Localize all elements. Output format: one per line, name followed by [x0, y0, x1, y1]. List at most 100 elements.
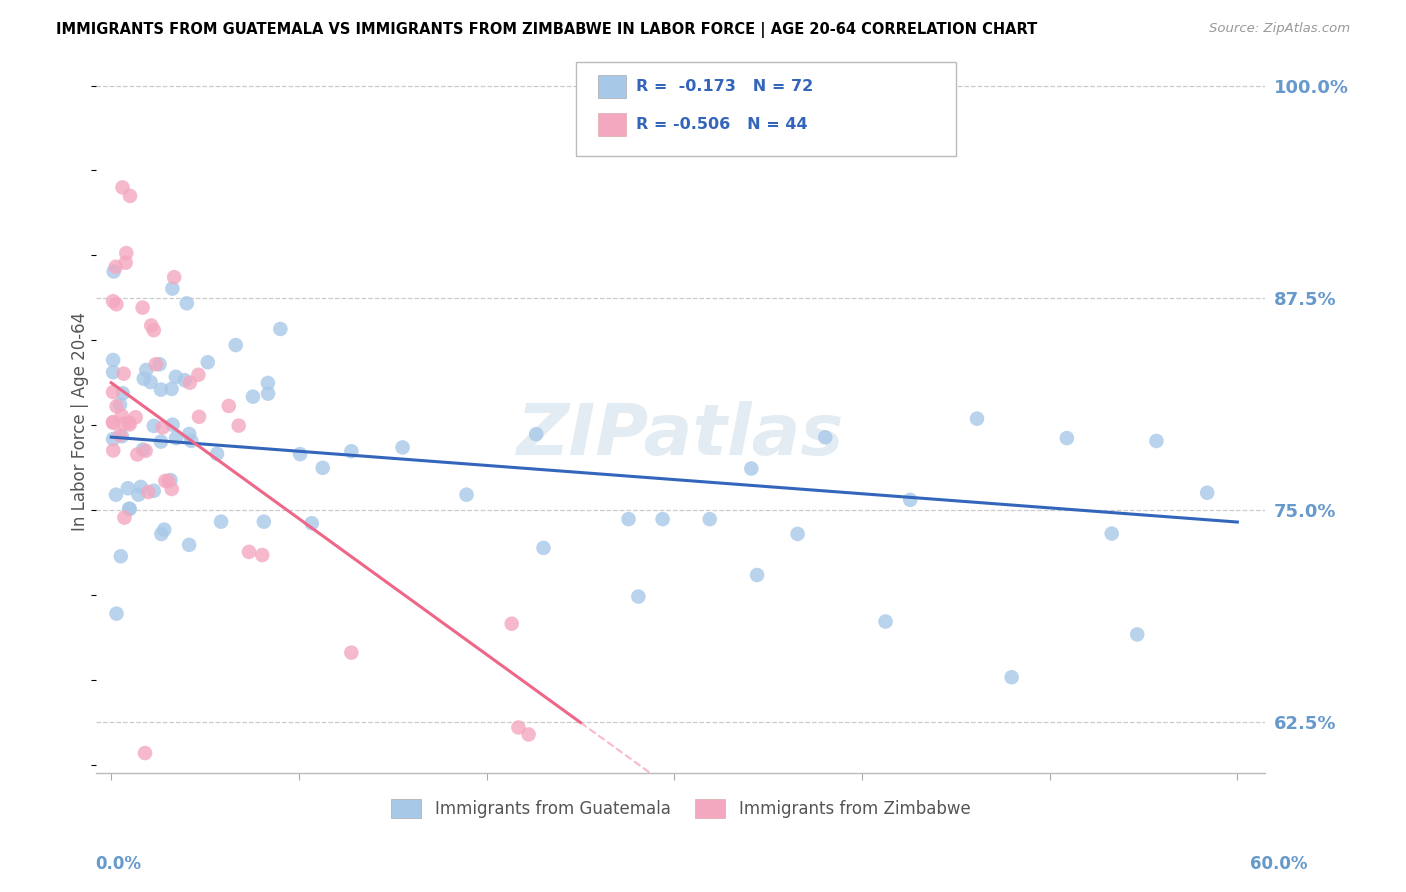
Point: [118, 416, 141, 430]
Point: [160, 482, 183, 496]
Point: [188, 409, 211, 424]
Point: [269, 322, 291, 336]
Point: [149, 383, 172, 397]
Point: [142, 419, 165, 434]
Point: [108, 398, 131, 412]
Point: [159, 473, 181, 487]
Point: [105, 607, 128, 621]
Point: [508, 721, 530, 735]
Point: [101, 416, 124, 430]
Point: [627, 590, 650, 604]
Point: [142, 323, 165, 337]
Text: R = -0.506   N = 44: R = -0.506 N = 44: [636, 118, 807, 132]
Point: [149, 434, 172, 449]
Point: [456, 488, 478, 502]
Point: [142, 483, 165, 498]
Point: [165, 369, 187, 384]
Point: [786, 527, 808, 541]
Point: [253, 515, 276, 529]
Point: [105, 297, 128, 311]
Point: [162, 417, 184, 432]
Point: [118, 189, 141, 203]
Point: [141, 318, 163, 333]
Point: [153, 523, 176, 537]
Point: [740, 461, 762, 475]
Point: [651, 512, 673, 526]
Point: [173, 373, 195, 387]
Point: [209, 515, 232, 529]
Point: [127, 488, 149, 502]
Point: [228, 418, 250, 433]
Point: [148, 357, 170, 371]
Text: IMMIGRANTS FROM GUATEMALA VS IMMIGRANTS FROM ZIMBABWE IN LABOR FORCE | AGE 20-64: IMMIGRANTS FROM GUATEMALA VS IMMIGRANTS …: [56, 22, 1038, 38]
Point: [391, 441, 413, 455]
Point: [101, 353, 124, 368]
Point: [288, 447, 311, 461]
Point: [179, 427, 201, 442]
Point: [117, 481, 139, 495]
Point: [118, 417, 141, 432]
Y-axis label: In Labor Force | Age 20-64: In Labor Force | Age 20-64: [72, 311, 89, 531]
Point: [1101, 526, 1123, 541]
Point: [1001, 670, 1024, 684]
Point: [114, 255, 136, 269]
Point: [103, 443, 125, 458]
Point: [132, 442, 155, 457]
Point: [179, 376, 201, 390]
Point: [205, 447, 228, 461]
Point: [101, 385, 124, 400]
Point: [129, 480, 152, 494]
Point: [177, 538, 200, 552]
Point: [517, 727, 540, 741]
Point: [875, 615, 897, 629]
Point: [1146, 434, 1168, 448]
Point: [242, 390, 264, 404]
Point: [101, 415, 124, 429]
Point: [257, 386, 280, 401]
Point: [699, 512, 721, 526]
Point: [160, 382, 183, 396]
Point: [340, 646, 363, 660]
Point: [103, 264, 125, 278]
Text: R =  -0.173   N = 72: R = -0.173 N = 72: [636, 79, 813, 94]
Point: [1056, 431, 1078, 445]
Point: [110, 549, 132, 564]
Point: [139, 375, 162, 389]
Point: [218, 399, 240, 413]
Point: [111, 180, 134, 194]
Text: 0.0%: 0.0%: [96, 855, 142, 872]
Point: [907, 868, 929, 882]
Point: [301, 516, 323, 531]
Point: [152, 420, 174, 434]
Point: [136, 485, 159, 500]
Point: [108, 428, 131, 442]
Point: [118, 501, 141, 516]
Point: [135, 443, 157, 458]
Legend: Immigrants from Guatemala, Immigrants from Zimbabwe: Immigrants from Guatemala, Immigrants fr…: [384, 792, 977, 825]
Point: [197, 355, 219, 369]
Point: [127, 447, 149, 461]
Point: [501, 616, 523, 631]
Point: [131, 301, 153, 315]
Point: [533, 541, 555, 555]
Point: [104, 260, 127, 274]
Point: [132, 372, 155, 386]
Point: [115, 246, 138, 260]
Point: [112, 367, 135, 381]
Point: [124, 410, 146, 425]
Point: [617, 512, 640, 526]
Point: [238, 545, 260, 559]
Point: [966, 411, 988, 425]
Point: [163, 270, 186, 285]
Point: [165, 431, 187, 445]
Point: [105, 399, 128, 413]
Point: [162, 282, 184, 296]
Point: [524, 427, 547, 442]
Point: [155, 474, 177, 488]
Point: [135, 363, 157, 377]
Point: [745, 568, 768, 582]
Point: [112, 510, 135, 524]
Point: [225, 338, 247, 352]
Point: [180, 434, 202, 448]
Point: [111, 386, 134, 401]
